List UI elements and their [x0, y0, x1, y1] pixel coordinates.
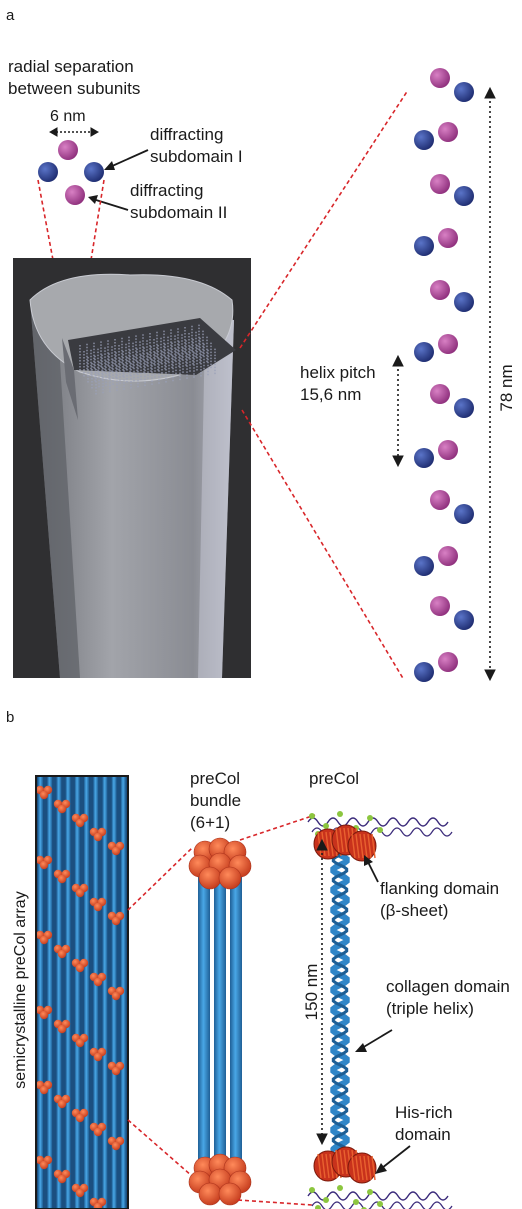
- blue-subunit: [414, 556, 434, 576]
- flanking-pointer-arrow: [364, 855, 378, 882]
- blue-subunit: [38, 162, 58, 182]
- blue-subunit: [414, 662, 434, 682]
- subdomain-1-label-line1: diffracting: [150, 125, 223, 144]
- magenta-subunit: [438, 652, 458, 672]
- magenta-subunit: [438, 334, 458, 354]
- magenta-subunit: [430, 490, 450, 510]
- blue-subunit: [414, 130, 434, 150]
- magenta-subunit: [438, 440, 458, 460]
- fiber-render: [13, 258, 251, 678]
- helix-pitch-arrow: [393, 356, 403, 466]
- blue-subunit: [414, 448, 434, 468]
- helix-pitch-label-line1: helix pitch: [300, 363, 376, 382]
- zoom-guide-bundle: [128, 848, 192, 1176]
- collagen-label-line1: collagen domain: [386, 977, 510, 996]
- magenta-subunit: [430, 384, 450, 404]
- blue-subunit: [454, 504, 474, 524]
- collagen-pointer-arrow: [355, 1030, 392, 1052]
- panel-b-letter: b: [6, 709, 14, 726]
- spacing-label: 6 nm: [50, 108, 86, 125]
- bundle-label-line1: preCol: [190, 769, 240, 788]
- array-label: semicrystalline preCol array: [12, 891, 29, 1088]
- magenta-subunit: [438, 228, 458, 248]
- precol-title: preCol: [309, 769, 359, 788]
- blue-subunit: [454, 398, 474, 418]
- flanking-label-line1: flanking domain: [380, 879, 499, 898]
- subdomain-1-label-line2: subdomain I: [150, 147, 243, 166]
- magenta-subunit: [65, 185, 85, 205]
- length-78nm-label: 78 nm: [497, 364, 516, 411]
- precol-bundle: [189, 838, 251, 1205]
- magenta-subunit: [430, 596, 450, 616]
- helix-subunit-column: [414, 68, 474, 682]
- subdomain-2-label-line2: subdomain II: [130, 203, 227, 222]
- his-rich-mesh-bottom: [308, 1185, 452, 1209]
- length-78nm-arrow: [485, 88, 495, 680]
- collagen-label-line2: (triple helix): [386, 999, 474, 1018]
- helix-pitch-label-line2: 15,6 nm: [300, 385, 361, 404]
- magenta-subunit: [438, 122, 458, 142]
- radial-separation-label-line1: radial separation: [8, 57, 134, 76]
- bundle-label-line2: bundle: [190, 791, 241, 810]
- flanking-domain-bottom: [314, 1147, 376, 1183]
- flanking-label-line2: (β-sheet): [380, 901, 448, 920]
- his-label-line2: domain: [395, 1125, 451, 1144]
- magenta-subunit: [438, 546, 458, 566]
- blue-subunit: [454, 292, 474, 312]
- precol-array: [36, 776, 128, 1209]
- subdomain-2-pointer-arrow: [88, 195, 128, 210]
- bundle-label-line3: (6+1): [190, 813, 230, 832]
- spacing-arrow: [50, 128, 98, 136]
- panel-a-letter: a: [6, 7, 15, 24]
- blue-subunit: [454, 186, 474, 206]
- his-pointer-arrow: [375, 1146, 410, 1174]
- magenta-subunit: [430, 68, 450, 88]
- bundle-rod: [214, 870, 226, 1170]
- subdomain-1-pointer-arrow: [104, 150, 148, 170]
- magenta-subunit: [58, 140, 78, 160]
- blue-subunit: [454, 610, 474, 630]
- subdomain-2-label-line1: diffracting: [130, 181, 203, 200]
- radial-separation-label-line2: between subunits: [8, 79, 140, 98]
- bundle-cap-bottom: [189, 1154, 251, 1205]
- magenta-subunit: [430, 174, 450, 194]
- blue-subunit: [454, 82, 474, 102]
- length-150nm-label: 150 nm: [302, 964, 321, 1021]
- blue-subunit: [414, 236, 434, 256]
- magenta-subunit: [430, 280, 450, 300]
- his-label-line1: His-rich: [395, 1103, 453, 1122]
- blue-subunit: [414, 342, 434, 362]
- blue-subunit: [84, 162, 104, 182]
- bundle-rod: [230, 870, 242, 1170]
- bundle-rod: [198, 870, 210, 1170]
